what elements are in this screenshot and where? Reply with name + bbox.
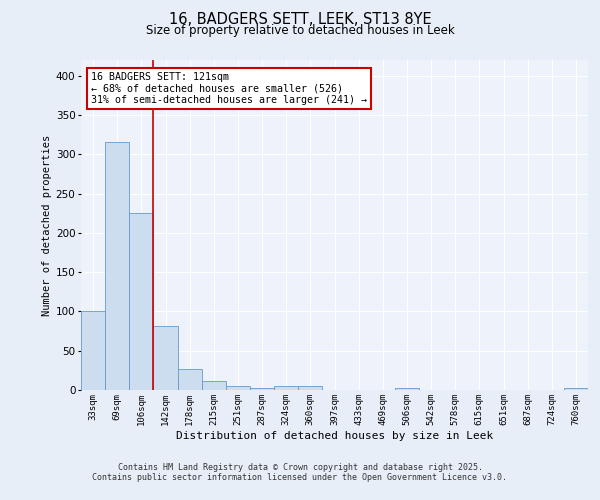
Bar: [178, 369, 202, 390]
Bar: [81, 312, 105, 390]
Bar: [202, 380, 226, 390]
Bar: [395, 388, 419, 390]
Bar: [250, 388, 274, 390]
Text: Contains HM Land Registry data © Crown copyright and database right 2025.: Contains HM Land Registry data © Crown c…: [118, 462, 482, 471]
Bar: [274, 386, 298, 390]
Bar: [226, 386, 250, 390]
Text: 16, BADGERS SETT, LEEK, ST13 8YE: 16, BADGERS SETT, LEEK, ST13 8YE: [169, 12, 431, 28]
Bar: [129, 213, 154, 390]
Bar: [298, 386, 322, 390]
Bar: [154, 326, 178, 390]
Text: Contains public sector information licensed under the Open Government Licence v3: Contains public sector information licen…: [92, 472, 508, 482]
X-axis label: Distribution of detached houses by size in Leek: Distribution of detached houses by size …: [176, 430, 493, 440]
Text: Size of property relative to detached houses in Leek: Size of property relative to detached ho…: [146, 24, 454, 37]
Bar: [105, 142, 129, 390]
Y-axis label: Number of detached properties: Number of detached properties: [41, 134, 52, 316]
Bar: [564, 388, 588, 390]
Text: 16 BADGERS SETT: 121sqm
← 68% of detached houses are smaller (526)
31% of semi-d: 16 BADGERS SETT: 121sqm ← 68% of detache…: [91, 72, 367, 105]
